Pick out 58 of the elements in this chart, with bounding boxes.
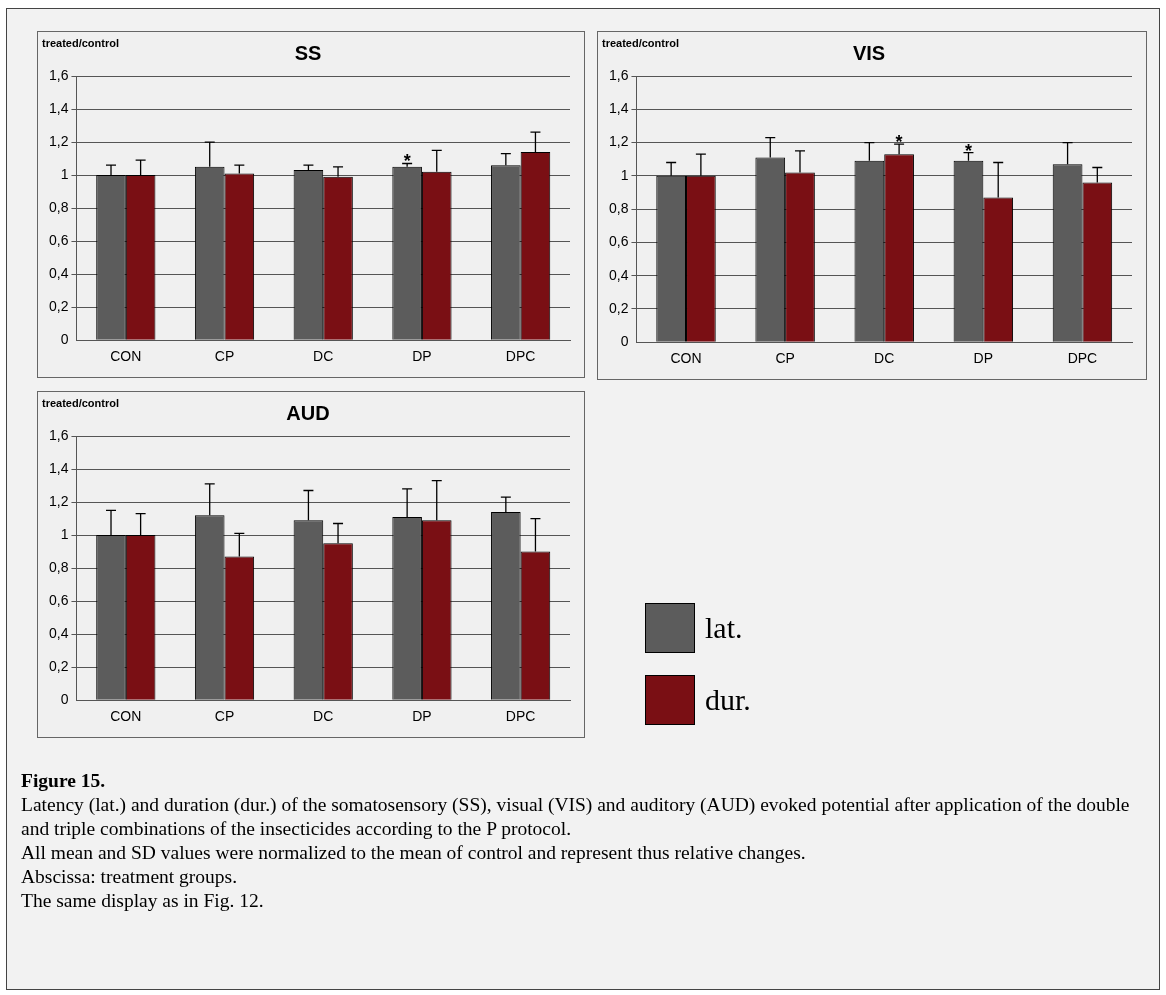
- x-tick-label: DC: [313, 348, 334, 365]
- y-tick-label: 1,6: [48, 426, 69, 443]
- text: Abscissa: treatment groups.: [21, 865, 239, 889]
- y-tick-label: 0,8: [48, 198, 69, 215]
- y-tick-label: 0: [60, 331, 69, 348]
- y-tick-label: 0: [60, 691, 69, 708]
- x-tick-label: DP: [412, 348, 432, 365]
- x-tick-label: DC: [313, 708, 334, 725]
- chart-title: VIS: [852, 41, 886, 64]
- annotation: *: [403, 151, 411, 172]
- y-tick-label: 0,8: [608, 199, 629, 216]
- y-tick-label: 0,4: [48, 625, 69, 642]
- y-tick-label: 1,2: [608, 133, 629, 150]
- y-tick-label: 1,6: [48, 66, 69, 83]
- y-tick-label: 0,6: [608, 233, 629, 250]
- y-axis-title: treated/control: [42, 36, 120, 49]
- y-tick-label: 0,2: [48, 658, 69, 675]
- x-tick-label: CP: [214, 708, 235, 725]
- y-tick-label: 0,8: [48, 558, 69, 575]
- x-tick-label: DPC: [505, 708, 536, 725]
- x-tick-label: CP: [775, 350, 795, 367]
- y-axis-title: treated/control: [602, 36, 680, 49]
- x-tick-label: DP: [412, 708, 432, 725]
- caption: Figure 15.: [21, 769, 107, 793]
- y-tick-label: 0,2: [608, 299, 629, 316]
- x-tick-label: CON: [110, 348, 142, 365]
- x-tick-label: DPC: [505, 348, 536, 365]
- y-tick-label: 1,4: [48, 99, 69, 116]
- y-tick-label: 0,6: [48, 591, 69, 608]
- x-tick-label: CP: [214, 348, 235, 365]
- text: Latency (lat.) and duration (dur.) of the somatosensory (SS), visual (VIS) and auditory (AUD) evoked potential after application of the double and triple combinations of the insecticides according to the P protocol.: [21, 793, 1131, 841]
- y-tick-label: 1,4: [608, 100, 629, 117]
- legend-label: lat.: [705, 611, 743, 645]
- x-tick-label: DPC: [1067, 350, 1098, 367]
- x-tick-label: CON: [670, 350, 702, 367]
- chart-title: SS: [294, 41, 322, 64]
- y-tick-label: 1,4: [48, 459, 69, 476]
- y-tick-label: 0,2: [48, 298, 69, 315]
- x-tick-label: CON: [110, 708, 142, 725]
- y-tick-label: 0,4: [608, 266, 629, 283]
- y-tick-label: 0: [620, 333, 629, 350]
- legend-label: dur.: [705, 683, 751, 717]
- text: All mean and SD values were normalized to the mean of control and represent thus relative changes.: [21, 841, 807, 865]
- y-tick-label: 1: [60, 525, 69, 542]
- y-tick-label: 1,2: [48, 132, 69, 149]
- y-tick-label: 1: [620, 166, 629, 183]
- y-tick-label: 1: [60, 165, 69, 182]
- y-tick-label: 1,2: [48, 492, 69, 509]
- x-tick-label: DC: [874, 350, 895, 367]
- x-tick-label: DP: [973, 350, 994, 367]
- y-tick-label: 0,6: [48, 231, 69, 248]
- text: The same display as in Fig. 12.: [21, 889, 265, 913]
- annotation: *: [895, 132, 903, 153]
- y-axis-title: treated/control: [42, 396, 120, 409]
- y-tick-label: 0,4: [48, 265, 69, 282]
- annotation: *: [964, 140, 972, 161]
- y-tick-label: 1,6: [608, 66, 629, 83]
- chart-title: AUD: [286, 401, 330, 424]
